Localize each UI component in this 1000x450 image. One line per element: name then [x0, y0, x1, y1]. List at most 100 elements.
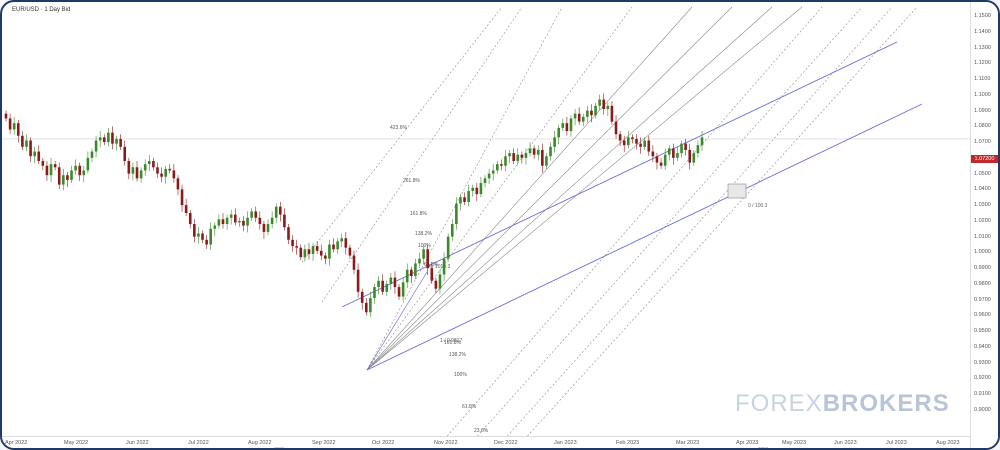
date-tick-label: Sep 2022 [312, 440, 336, 446]
candle-body [512, 153, 515, 161]
candle-body [504, 156, 507, 166]
candle-body [311, 246, 315, 254]
candle-body [221, 219, 225, 225]
candle-body [455, 203, 458, 225]
watermark-forex: FOREX [735, 390, 823, 417]
candle-body [639, 143, 642, 147]
candle-body [364, 302, 368, 313]
candle-body [254, 211, 258, 218]
candle-body [418, 258, 421, 264]
candle-body [295, 246, 298, 248]
candle-body [16, 123, 20, 136]
price-tick-label: 1.1100 [974, 76, 991, 83]
candle-body [287, 227, 290, 240]
date-tick-label: Jun 2023 [834, 440, 857, 446]
candle-body [344, 238, 348, 248]
candle-body [127, 160, 131, 174]
candle-body [565, 123, 569, 132]
date-tick-label: Jun 2022 [126, 440, 149, 446]
price-marker-box [727, 183, 747, 199]
candle-body [614, 121, 618, 135]
candle-body [217, 219, 221, 226]
candle-body [557, 127, 561, 138]
candle-body [86, 157, 90, 171]
candle-body [21, 135, 24, 147]
candle-body [541, 149, 544, 166]
fib-fan-line [446, 6, 823, 436]
current-price-tag: 1.07200 [971, 155, 998, 163]
candle-body [684, 143, 687, 150]
date-tick-label: Jul 2022 [188, 440, 209, 446]
candle-body [500, 164, 503, 166]
fib-level-label: 100% [418, 243, 431, 249]
candle-body [373, 287, 376, 299]
candle-body [532, 148, 536, 155]
candle-body [33, 151, 36, 157]
candle-body [426, 249, 429, 269]
candle-body [147, 160, 151, 165]
date-tick-label: Apr 2022 [5, 440, 28, 446]
fib-fan-line [366, 6, 693, 371]
candle-body [213, 225, 217, 229]
date-tick-label: Oct 2022 [372, 440, 395, 446]
candle-body [610, 105, 614, 122]
candle-body [672, 148, 675, 158]
candle-body [279, 206, 282, 215]
candle-body [152, 160, 155, 168]
price-tick-label: 1.1300 [974, 44, 991, 51]
candle-body [573, 113, 577, 119]
candle-body [553, 137, 556, 147]
candle-body [622, 140, 626, 146]
candle-body [45, 165, 49, 176]
candle-body [168, 168, 172, 171]
candle-body [475, 187, 479, 195]
candle-body [377, 280, 380, 288]
price-tick-label: 0.9900 [974, 265, 991, 272]
candle-body [115, 138, 118, 144]
candle-body [643, 140, 646, 147]
fib-level-label: 61.8% [462, 404, 477, 410]
candle-body [201, 233, 204, 240]
fib-fan-line [366, 6, 773, 371]
candle-body [516, 154, 520, 161]
candle-body [663, 154, 667, 166]
date-axis[interactable] [2, 436, 970, 448]
candle-body [62, 175, 65, 185]
date-tick-label: Feb 2023 [616, 440, 640, 446]
date-tick-label: Jan 2023 [554, 440, 577, 446]
candle-body [57, 167, 61, 185]
price-tick-label: 1.1500 [974, 13, 991, 19]
candle-body [479, 183, 483, 195]
candle-body [74, 165, 77, 171]
candle-body [352, 255, 356, 270]
price-tick-label: 0.9200 [974, 375, 991, 382]
candle-body [651, 151, 655, 157]
candle-body [12, 123, 16, 130]
candle-body [450, 224, 454, 237]
candle-body [528, 148, 532, 154]
candle-body [262, 224, 266, 232]
candle-body [405, 269, 409, 283]
candle-body [586, 110, 589, 117]
candle-body [156, 167, 159, 174]
candle-body [102, 137, 106, 143]
fib-level-label: 61.8% [424, 262, 439, 268]
candle-body [606, 105, 610, 109]
price-axis[interactable] [970, 2, 998, 448]
candle-body [631, 137, 634, 139]
fib-fan-line [506, 6, 893, 436]
candle-body [225, 217, 229, 225]
candle-body [258, 217, 262, 225]
date-tick-label: Mar 2023 [676, 440, 700, 446]
date-tick-label: Jul 2023 [886, 440, 907, 446]
price-chart[interactable]: 0 / 100.3 423.6% 261.8% 161.8% 138.2% 100% 61.… [2, 2, 970, 436]
candle-body [508, 153, 511, 157]
candle-body [66, 175, 69, 180]
candle-body [545, 156, 548, 166]
candle-body [266, 224, 270, 232]
candle-body [119, 138, 122, 147]
candle-body [618, 134, 622, 141]
date-tick-label: May 2022 [64, 440, 89, 446]
candle-body [397, 287, 401, 297]
candle-body [696, 145, 700, 154]
